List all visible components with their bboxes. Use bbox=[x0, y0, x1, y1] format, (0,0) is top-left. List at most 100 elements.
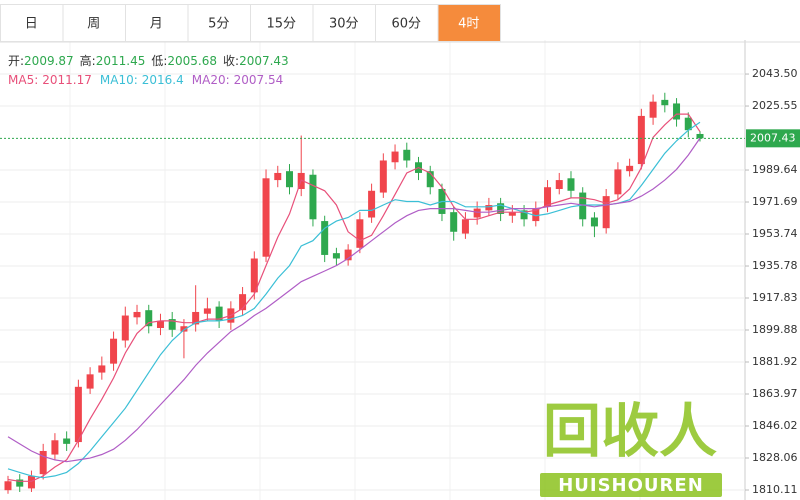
candle-body bbox=[391, 151, 399, 163]
tab-button[interactable] bbox=[125, 4, 189, 42]
ma-legend: MA5: 2011.17 MA10: 2016.4 MA20: 2007.54 bbox=[8, 73, 283, 87]
candle-body bbox=[497, 203, 505, 214]
candle-body bbox=[110, 338, 118, 364]
candle-body bbox=[637, 115, 645, 165]
candle-body bbox=[274, 172, 282, 181]
watermark-box bbox=[540, 473, 722, 497]
tab-label[interactable]: 30分 bbox=[329, 17, 359, 32]
legend-value: 2007.54 bbox=[234, 73, 284, 87]
candle-body bbox=[461, 219, 469, 234]
watermark: 回收人 HUISHOUREN bbox=[540, 397, 722, 497]
candle-body bbox=[626, 165, 634, 172]
candle-body bbox=[285, 171, 293, 188]
candle-body bbox=[555, 180, 563, 189]
tab-button[interactable] bbox=[250, 4, 314, 42]
y-tick-label: 1810.11 bbox=[752, 483, 798, 496]
candle-body bbox=[403, 149, 411, 161]
legend-name: MA20: bbox=[192, 73, 230, 87]
candle-body bbox=[192, 311, 200, 325]
ohlc-label: 低: bbox=[151, 54, 167, 68]
tab-label[interactable]: 周 bbox=[87, 17, 100, 32]
ohlc-value: 2007.43 bbox=[239, 54, 289, 68]
ohlc-value: 2009.87 bbox=[24, 54, 74, 68]
y-tick-label: 1899.88 bbox=[752, 323, 798, 336]
y-tick-label: 1989.64 bbox=[752, 163, 798, 176]
ma-line bbox=[7, 113, 701, 482]
vertical-grid bbox=[69, 40, 641, 500]
watermark-title: 回收人 bbox=[543, 397, 717, 465]
candle-body bbox=[250, 258, 258, 293]
candle-body bbox=[27, 475, 35, 489]
y-tick-label: 1971.69 bbox=[752, 195, 798, 208]
ohlc-label: 开: bbox=[8, 54, 24, 68]
ohlc-info: 开:2009.87 高:2011.45 低:2005.68 收:2007.43 bbox=[8, 53, 289, 68]
tab-label[interactable]: 15分 bbox=[266, 17, 296, 32]
tab-button[interactable] bbox=[437, 4, 501, 42]
candle-body bbox=[544, 187, 552, 207]
tab-label[interactable]: 4时 bbox=[458, 17, 479, 32]
candle-body bbox=[450, 212, 458, 232]
candle-body bbox=[262, 178, 270, 257]
ohlc-label: 高: bbox=[80, 53, 96, 68]
tab-button[interactable] bbox=[62, 4, 126, 42]
candle-body bbox=[168, 319, 176, 330]
candle-body bbox=[520, 210, 528, 220]
ohlc-value: 2005.68 bbox=[167, 54, 217, 68]
ohlc-value: 2011.45 bbox=[96, 54, 146, 68]
candle-body bbox=[379, 160, 387, 193]
candle-body bbox=[344, 249, 352, 261]
legend-value: 2016.4 bbox=[142, 73, 184, 87]
candle-body bbox=[4, 481, 12, 491]
candle-body bbox=[180, 326, 188, 332]
y-tick-label: 2043.50 bbox=[752, 67, 798, 80]
y-tick-label: 1917.83 bbox=[752, 291, 798, 304]
tab-button[interactable] bbox=[0, 4, 64, 42]
price-tag-label: 2007.43 bbox=[750, 131, 796, 144]
candle-body bbox=[579, 192, 587, 220]
candle-body bbox=[63, 438, 71, 444]
legend-name: MA10: bbox=[100, 73, 138, 87]
candle-body bbox=[614, 169, 622, 195]
candle-body bbox=[532, 208, 540, 222]
tab-button[interactable] bbox=[187, 4, 251, 42]
candle-body bbox=[426, 171, 434, 188]
y-tick-label: 2025.55 bbox=[752, 99, 798, 112]
y-tick-label: 1953.74 bbox=[752, 227, 798, 240]
y-tick-label: 1863.97 bbox=[752, 387, 798, 400]
candle-body bbox=[567, 178, 575, 191]
candle-body bbox=[649, 101, 657, 118]
tab-label[interactable]: 月 bbox=[150, 17, 163, 32]
candle-body bbox=[368, 190, 376, 218]
candle-body bbox=[321, 221, 329, 255]
y-tick-label: 1935.78 bbox=[752, 259, 798, 272]
candle-body bbox=[602, 196, 610, 229]
legend-value: 2011.17 bbox=[42, 73, 92, 87]
candle-body bbox=[332, 253, 340, 259]
tab-label[interactable]: 日 bbox=[25, 17, 38, 32]
tab-label[interactable]: 60分 bbox=[391, 17, 421, 32]
candle-body bbox=[473, 208, 481, 218]
candle-body bbox=[16, 479, 24, 487]
candle-body bbox=[39, 450, 47, 475]
candle-body bbox=[51, 440, 59, 455]
candle-body bbox=[590, 217, 598, 227]
price-tag bbox=[746, 129, 800, 148]
ohlc-label: 收: bbox=[223, 54, 239, 68]
tab-button[interactable] bbox=[312, 4, 376, 42]
candle-body bbox=[309, 174, 317, 220]
candle-body bbox=[485, 205, 493, 211]
candle-body bbox=[145, 310, 153, 327]
legend-name: MA5: bbox=[8, 73, 38, 87]
candle-body bbox=[673, 103, 681, 120]
candle-body bbox=[98, 365, 106, 373]
candle-body bbox=[696, 133, 704, 139]
watermark-subtitle: HUISHOUREN bbox=[558, 475, 704, 496]
ma-line bbox=[7, 137, 701, 463]
candle-body bbox=[661, 99, 669, 106]
candle-body bbox=[74, 386, 82, 443]
candle-body bbox=[156, 320, 164, 329]
tab-button[interactable] bbox=[375, 4, 439, 42]
tab-label[interactable]: 5分 bbox=[208, 17, 229, 32]
candle-body bbox=[121, 315, 129, 341]
